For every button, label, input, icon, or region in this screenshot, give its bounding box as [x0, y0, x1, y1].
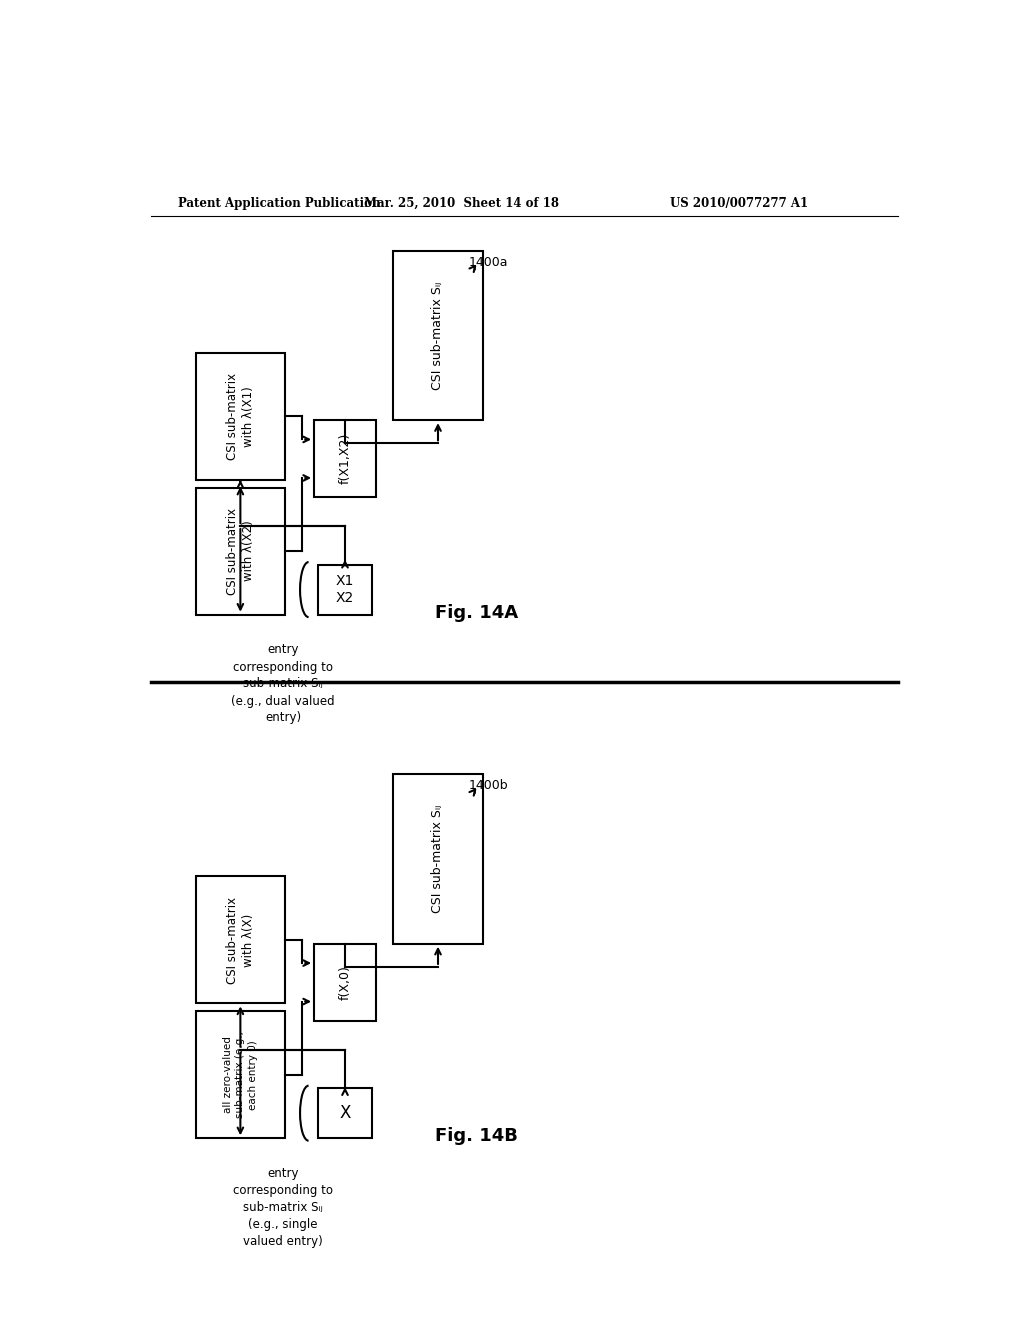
Bar: [393, 775, 482, 944]
Bar: [317, 1088, 372, 1138]
Text: Fig. 14B: Fig. 14B: [435, 1127, 518, 1146]
Bar: [196, 1011, 285, 1138]
Text: Mar. 25, 2010  Sheet 14 of 18: Mar. 25, 2010 Sheet 14 of 18: [364, 197, 559, 210]
Text: CSI sub-matrix
with λ(X): CSI sub-matrix with λ(X): [226, 896, 255, 983]
Text: 1400a: 1400a: [469, 256, 509, 269]
Bar: [314, 420, 376, 498]
Text: CSI sub-matrix
with λ(X1): CSI sub-matrix with λ(X1): [226, 372, 255, 459]
Text: CSI sub-matrix Sᵢⱼ: CSI sub-matrix Sᵢⱼ: [431, 805, 444, 913]
Text: all zero-valued
sub-matrix (e.g.,
each entry 0): all zero-valued sub-matrix (e.g., each e…: [223, 1031, 258, 1118]
Text: f(X,0): f(X,0): [339, 965, 351, 999]
Bar: [314, 944, 376, 1020]
Text: X: X: [339, 1105, 350, 1122]
Bar: [196, 487, 285, 615]
Bar: [196, 352, 285, 480]
Text: Patent Application Publication: Patent Application Publication: [178, 197, 381, 210]
Bar: [317, 565, 372, 615]
Text: CSI sub-matrix
with λ(X2): CSI sub-matrix with λ(X2): [226, 507, 255, 595]
Bar: [393, 251, 482, 420]
Text: CSI sub-matrix Sᵢⱼ: CSI sub-matrix Sᵢⱼ: [431, 281, 444, 389]
Text: Fig. 14A: Fig. 14A: [435, 603, 518, 622]
Text: entry
corresponding to
sub-matrix Sᵢⱼ
(e.g., single
valued entry): entry corresponding to sub-matrix Sᵢⱼ (e…: [233, 1167, 333, 1249]
Text: X1
X2: X1 X2: [336, 574, 354, 606]
Text: US 2010/0077277 A1: US 2010/0077277 A1: [671, 197, 809, 210]
Text: f(X1,X2): f(X1,X2): [339, 433, 351, 484]
Text: entry
corresponding to
sub-matrix Sᵢⱼ
(e.g., dual valued
entry): entry corresponding to sub-matrix Sᵢⱼ (e…: [231, 644, 335, 725]
Bar: [196, 876, 285, 1003]
Text: 1400b: 1400b: [469, 779, 509, 792]
